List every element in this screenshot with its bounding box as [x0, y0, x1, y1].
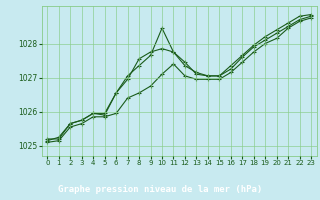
Text: Graphe pression niveau de la mer (hPa): Graphe pression niveau de la mer (hPa) [58, 185, 262, 194]
